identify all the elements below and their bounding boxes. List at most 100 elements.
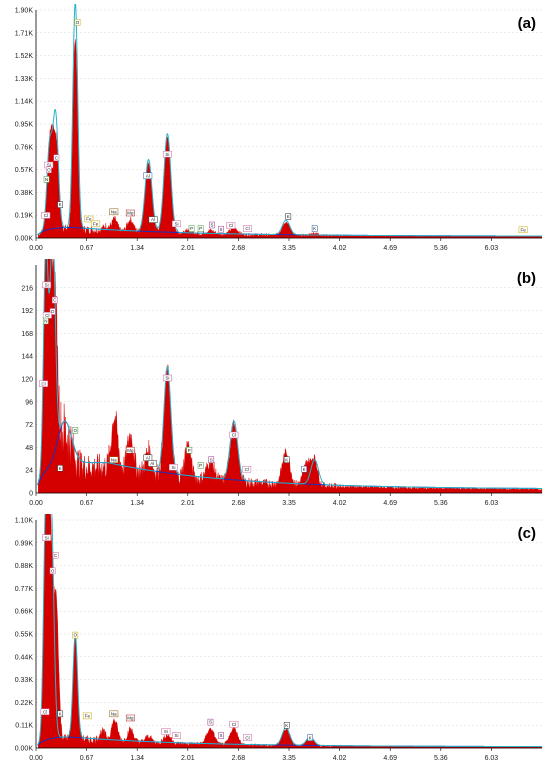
- element-label: N: [45, 177, 48, 182]
- y-tick-label: 48: [25, 445, 33, 452]
- element-label-box: [218, 225, 224, 233]
- element-label-box: [43, 176, 50, 183]
- x-tick-label: 2.01: [181, 755, 195, 762]
- element-label: Si: [45, 535, 49, 540]
- element-label-box: [82, 712, 92, 720]
- element-label: Mg: [127, 716, 134, 721]
- element-label: Si: [164, 729, 168, 734]
- element-label: K: [309, 735, 312, 740]
- element-label: O: [76, 20, 80, 25]
- element-label: K: [59, 466, 62, 471]
- element-label-box: [49, 308, 56, 315]
- x-tick-label: 6.03: [485, 755, 499, 762]
- x-tick-label: 0.00: [29, 245, 43, 252]
- x-tick-label: 3.35: [282, 245, 296, 252]
- element-label: Cl: [44, 213, 48, 218]
- element-label-box: [52, 552, 59, 559]
- y-tick-label: 1.90K: [15, 8, 34, 15]
- element-label-box: [209, 221, 215, 229]
- element-label-box: [162, 374, 172, 382]
- x-tick-label: 4.69: [383, 755, 397, 762]
- fit-line: [37, 514, 542, 748]
- x-tick-label: 5.36: [434, 755, 448, 762]
- element-label-box: [84, 215, 94, 223]
- x-tick-label: 4.02: [333, 500, 347, 507]
- element-label-box: [143, 172, 153, 180]
- y-tick-label: 0.44K: [15, 654, 34, 661]
- element-label-box: [41, 212, 51, 219]
- x-tick-label: 2.01: [181, 500, 195, 507]
- element-label-box: [148, 216, 158, 223]
- element-label: O: [51, 568, 55, 573]
- spectrum-area: [38, 259, 543, 494]
- x-tick-label: 0.67: [80, 245, 94, 252]
- y-tick-label: 192: [21, 308, 33, 315]
- element-label: Fe: [520, 227, 526, 232]
- element-label-box: [74, 18, 81, 26]
- element-label: Mg: [127, 211, 134, 216]
- element-label-box: [283, 721, 290, 729]
- spectrum-area: [38, 39, 543, 239]
- y-tick-label: 216: [21, 285, 33, 292]
- y-tick-label: 1.52K: [15, 53, 34, 60]
- element-label-box: [72, 631, 79, 639]
- element-label: Si: [47, 163, 51, 168]
- x-tick-label: 5.36: [434, 245, 448, 252]
- element-label: Al: [146, 455, 150, 460]
- element-label: C: [54, 553, 58, 558]
- eds-spectrum-c: 0.00K0.11K0.22K0.33K0.44K0.55K0.66K0.77K…: [15, 514, 543, 762]
- element-label-box: [109, 456, 119, 463]
- y-tick-label: 0.33K: [15, 677, 34, 684]
- eds-panel-a: 0.00K 0.19K 0.38K 0.57K 0.76K 0.95K 1.14K 1.33K…: [0, 4, 550, 254]
- x-tick-label: 4.02: [333, 245, 347, 252]
- y-tick-label: 0.38K: [15, 190, 34, 197]
- y-tick-label: 0.77K: [15, 586, 34, 593]
- element-label: Cl: [43, 709, 47, 714]
- x-tick-label: 1.34: [130, 755, 144, 762]
- element-label-box: [125, 446, 135, 454]
- element-label-box: [229, 720, 239, 728]
- x-tick-label: 2.68: [232, 245, 246, 252]
- element-label-box: [285, 213, 292, 220]
- element-label-box: [52, 296, 58, 304]
- element-label: Si: [171, 465, 175, 470]
- x-tick-label: 4.69: [383, 245, 397, 252]
- element-label-box: [42, 317, 49, 325]
- element-label: Si: [45, 283, 49, 288]
- element-label-box: [57, 201, 64, 208]
- element-label-box: [42, 281, 52, 289]
- y-tick-label: 1.10K: [15, 518, 34, 525]
- y-tick-label: 0.55K: [15, 632, 34, 639]
- element-label-box: [57, 465, 64, 472]
- element-label: P: [190, 226, 193, 231]
- y-tick-label: 24: [25, 468, 33, 475]
- element-label: K: [303, 467, 306, 472]
- y-tick-label: 96: [25, 399, 33, 406]
- y-tick-label: 120: [21, 377, 33, 384]
- element-label-box: [72, 427, 79, 434]
- element-label: P: [199, 463, 202, 468]
- y-tick-label: 0.22K: [15, 700, 34, 707]
- element-label-box: [243, 225, 252, 232]
- element-label: O: [74, 428, 78, 433]
- x-tick-label: 0.00: [29, 500, 43, 507]
- element-label-box: [162, 150, 172, 158]
- x-tick-label: 3.35: [282, 755, 296, 762]
- element-label: Cl: [45, 313, 49, 318]
- eds-spectrum-b: 0 24 48 72 96 120 144 168 192 216 0.00 0.67 1.34 2.01…: [21, 259, 543, 507]
- element-label: K: [287, 214, 290, 219]
- element-label-box: [283, 456, 290, 463]
- element-label-box: [91, 220, 101, 228]
- element-label: S: [210, 457, 213, 462]
- y-tick-label: 0.88K: [15, 563, 34, 570]
- element-label: Si: [165, 376, 169, 381]
- element-label-box: [207, 718, 214, 726]
- element-label-box: [169, 464, 178, 471]
- element-label: N: [44, 319, 47, 324]
- element-label-box: [39, 380, 49, 387]
- element-label: K: [313, 226, 316, 231]
- element-label: S: [210, 223, 213, 228]
- x-tick-label: 0.67: [80, 500, 94, 507]
- element-label: Si: [174, 221, 178, 226]
- x-tick-label: 4.69: [383, 500, 397, 507]
